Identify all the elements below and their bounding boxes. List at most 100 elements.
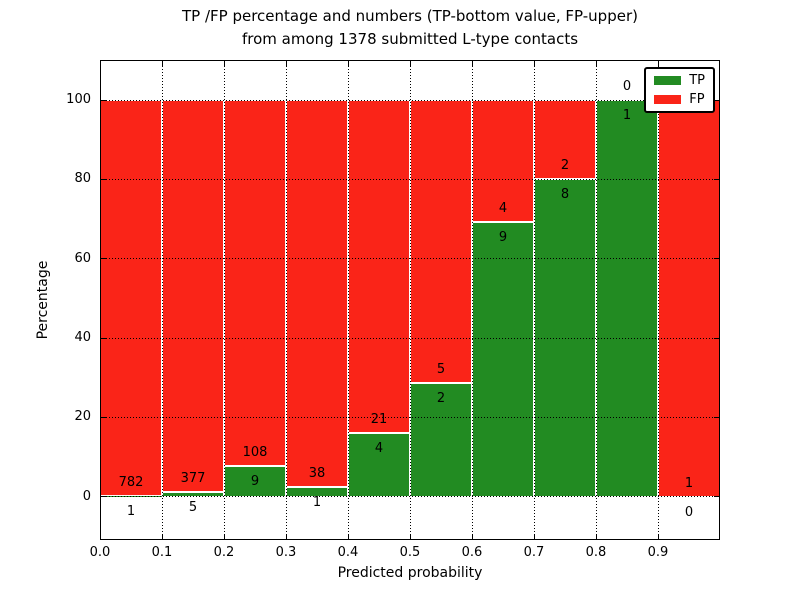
bar-fp-segment: [286, 100, 348, 487]
x-tick-mark-top: [409, 60, 411, 66]
fp-count-label: 782: [118, 475, 144, 491]
legend-entry-tp: TP: [654, 73, 705, 88]
y-tick-mark-left: [100, 99, 106, 101]
legend-tp-swatch: [654, 76, 682, 85]
bar-tp-segment: [472, 222, 534, 497]
x-tick-label: 0.0: [89, 545, 111, 560]
bar-tp-segment: [410, 383, 472, 497]
legend-tp-label: TP: [689, 73, 705, 88]
legend-fp-label: FP: [689, 92, 705, 107]
x-tick-mark-top: [223, 60, 225, 66]
h-gridline: [100, 178, 720, 180]
x-tick-mark-top: [657, 60, 659, 66]
x-tick-label: 0.7: [523, 545, 545, 560]
y-tick-mark-right: [714, 99, 720, 101]
x-tick-label: 0.9: [647, 545, 669, 560]
h-gridline: [100, 99, 720, 101]
v-gridline: [409, 60, 411, 540]
fp-count-label: 108: [242, 445, 268, 461]
x-tick-mark-bottom: [161, 534, 163, 540]
x-tick-mark-bottom: [223, 534, 225, 540]
x-tick-mark-bottom: [99, 534, 101, 540]
plot-area: TP FP 782 1 377 5 108 9 38 1 21 4 5 2 4 9 2 8 0 1 1 0 0.0 0.1 0…: [66, 60, 720, 560]
legend-entry-fp: FP: [654, 92, 705, 107]
y-tick-mark-right: [714, 496, 720, 498]
y-tick-label: 60: [74, 250, 91, 266]
fp-count-label: 1: [684, 475, 694, 491]
x-tick-mark-bottom: [533, 534, 535, 540]
x-tick-mark-bottom: [471, 534, 473, 540]
tp-count-label: 0: [684, 504, 694, 520]
x-tick-mark-bottom: [657, 534, 659, 540]
fp-count-label: 2: [560, 158, 570, 174]
tp-count-label: 9: [498, 230, 508, 246]
chart-title-line2: from among 1378 submitted L-type contact…: [241, 30, 579, 48]
v-gridline: [533, 60, 535, 540]
x-tick-label: 0.1: [151, 545, 173, 560]
x-tick-label: 0.2: [213, 545, 235, 560]
y-tick-mark-left: [100, 337, 106, 339]
fp-count-label: 38: [308, 465, 326, 481]
bar-tp-segment: [224, 466, 286, 497]
bar-tp-segment: [596, 100, 658, 497]
v-gridline: [595, 60, 597, 540]
h-gridline: [100, 337, 720, 339]
v-gridline: [471, 60, 473, 540]
x-tick-label: 0.5: [399, 545, 421, 560]
tp-count-label: 1: [312, 494, 322, 510]
h-gridline: [100, 258, 720, 260]
x-tick-mark-top: [533, 60, 535, 66]
y-tick-label: 0: [82, 488, 91, 504]
h-gridline: [100, 496, 720, 498]
v-gridline: [223, 60, 225, 540]
v-gridline: [657, 60, 659, 540]
v-gridline: [347, 60, 349, 540]
tp-count-label: 8: [560, 187, 570, 203]
y-tick-mark-left: [100, 496, 106, 498]
x-tick-label: 0.8: [585, 545, 607, 560]
fp-count-label: 21: [370, 412, 388, 428]
x-tick-mark-top: [285, 60, 287, 66]
x-tick-mark-top: [99, 60, 101, 66]
x-tick-mark-bottom: [285, 534, 287, 540]
legend-fp-swatch: [654, 95, 682, 104]
y-tick-label: 40: [74, 330, 91, 346]
h-gridline: [100, 416, 720, 418]
y-tick-mark-left: [100, 178, 106, 180]
tp-count-label: 9: [250, 474, 260, 490]
chart-title-line1: TP /FP percentage and numbers (TP-bottom…: [182, 7, 638, 25]
y-tick-mark-left: [100, 258, 106, 260]
y-axis-label: Percentage: [35, 260, 51, 340]
tp-count-label: 1: [126, 504, 136, 520]
x-axis-label: Predicted probability: [337, 565, 483, 581]
bar-fp-segment: [410, 100, 472, 384]
bar-fp-segment: [224, 100, 286, 467]
x-tick-mark-top: [347, 60, 349, 66]
x-tick-label: 0.4: [337, 545, 359, 560]
bar-fp-segment: [100, 100, 162, 497]
v-gridline: [161, 60, 163, 540]
bar-fp-segment: [162, 100, 224, 492]
fp-count-label: 4: [498, 201, 508, 217]
x-tick-mark-bottom: [347, 534, 349, 540]
x-tick-mark-top: [595, 60, 597, 66]
y-tick-label: 20: [74, 409, 91, 425]
y-tick-label: 80: [74, 171, 91, 187]
tp-count-label: 4: [374, 441, 384, 457]
tp-count-label: 1: [622, 108, 632, 124]
y-tick-mark-right: [714, 416, 720, 418]
x-tick-mark-top: [471, 60, 473, 66]
bar-fp-segment: [348, 100, 410, 434]
x-tick-mark-top: [161, 60, 163, 66]
y-tick-label: 100: [66, 92, 91, 108]
fp-count-label: 0: [622, 79, 632, 95]
y-tick-mark-left: [100, 416, 106, 418]
bar-fp-segment: [658, 100, 720, 497]
y-tick-mark-right: [714, 337, 720, 339]
tp-count-label: 2: [436, 391, 446, 407]
x-tick-mark-bottom: [595, 534, 597, 540]
fp-count-label: 5: [436, 362, 446, 378]
y-tick-mark-right: [714, 178, 720, 180]
fp-count-label: 377: [180, 470, 206, 486]
